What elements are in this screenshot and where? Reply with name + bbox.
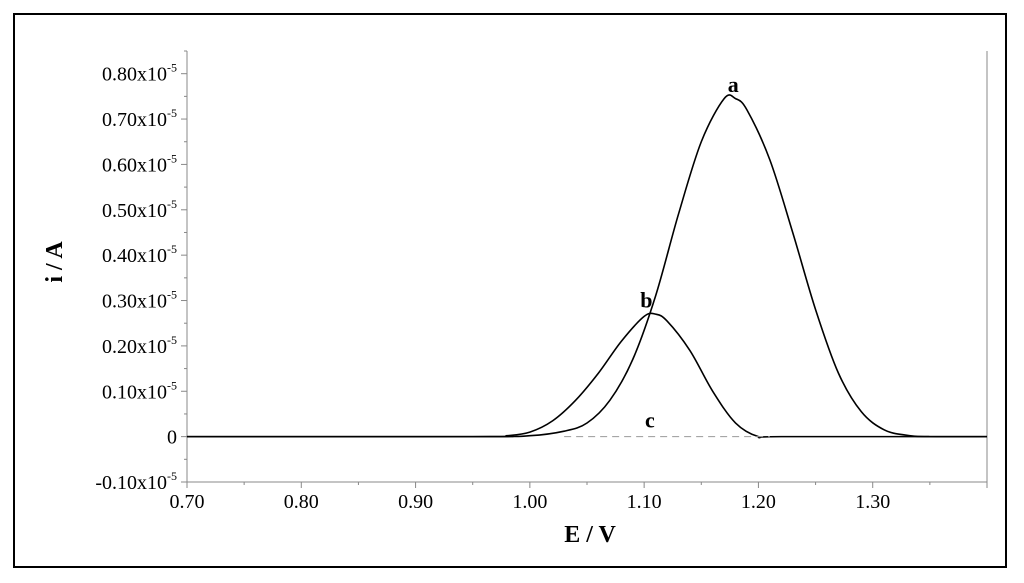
- labels: a b c: [640, 72, 738, 433]
- x-tick-label: 1.30: [855, 491, 890, 513]
- series-b-line: [186, 312, 987, 439]
- y-tick-label: 0.30x10-5: [102, 288, 177, 313]
- y-tick-label: 0.50x10-5: [102, 197, 177, 222]
- x-tick-label: 0.80: [284, 491, 319, 513]
- curve-label-a: a: [728, 72, 739, 97]
- series-a-line: [186, 94, 988, 438]
- x-tick-label: 1.10: [627, 491, 662, 513]
- x-tick-label: 1.20: [741, 491, 776, 513]
- y-tick-label: 0.20x10-5: [102, 333, 177, 358]
- x-tick-label: 0.90: [398, 491, 433, 513]
- y-tick-label: 0.60x10-5: [102, 151, 177, 176]
- ticks: 0.80x10-5 0.70x10-5 0.60x10-5 0.50x10-5 0.40…: [95, 50, 988, 513]
- y-tick-label: 0.80x10-5: [102, 61, 177, 86]
- x-tick-label: 0.70: [170, 491, 205, 513]
- x-axis-title: E / V: [564, 522, 616, 548]
- y-tick-label: 0.40x10-5: [102, 242, 177, 267]
- y-tick-label: 0.70x10-5: [102, 106, 177, 131]
- figure-frame: [13, 13, 1007, 568]
- x-tick-label: 1.00: [512, 491, 547, 513]
- curve-label-c: c: [645, 408, 655, 433]
- series: [186, 94, 988, 439]
- y-tick-label: -0.10x10-5: [95, 469, 177, 494]
- y-tick-label: 0: [167, 427, 177, 449]
- y-tick-label: 0.10x10-5: [102, 378, 177, 403]
- y-axis-title: i / A: [42, 241, 68, 283]
- curve-label-b: b: [640, 287, 652, 312]
